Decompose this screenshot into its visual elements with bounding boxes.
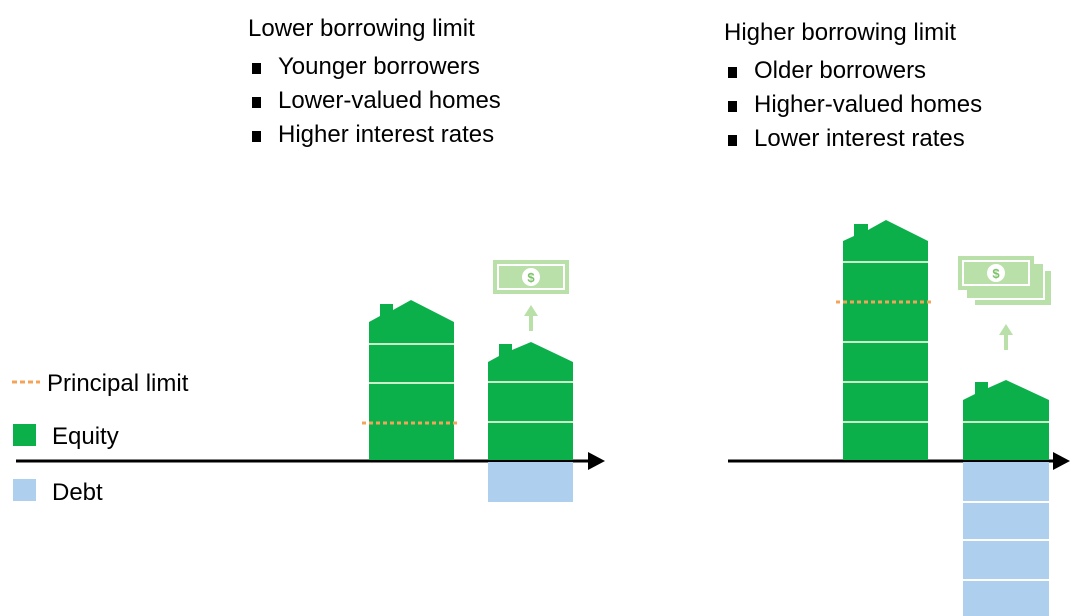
left-panel-bullets: Younger borrowers Lower-valued homes Hig… [248,50,501,152]
right-bullet-lower-interest-rates: Lower interest rates [724,122,982,156]
left-bullet-younger-borrowers: Younger borrowers [248,50,501,84]
left-axis-arrow [16,452,605,470]
equity-legend-label: Equity [52,423,119,450]
right-panel-title: Higher borrowing limit [724,19,957,46]
left-panel-text: Lower borrowing limit Younger borrowers … [248,12,501,152]
left-cash-payout [492,259,570,331]
house-icon [963,380,1049,460]
left-house-before [362,300,458,460]
house-icon [369,300,454,460]
left-house-after [488,342,573,502]
left-panel-title: Lower borrowing limit [248,15,475,42]
house-icon [843,220,928,460]
equity-legend-swatch [13,424,36,446]
left-bullet-higher-interest-rates: Higher interest rates [248,118,501,152]
principal-limit-legend-label: Principal limit [47,370,189,397]
right-panel-bullets: Older borrowers Higher-valued homes Lowe… [724,54,982,156]
right-panel-text: Higher borrowing limit Older borrowers H… [724,16,982,156]
dollar-bill-icon [492,259,570,295]
left-bullet-lower-valued-homes: Lower-valued homes [248,84,501,118]
right-house-after [963,380,1049,616]
right-house-before [836,220,932,460]
house-icon [488,342,573,460]
legend: Principal limit Equity Debt [12,370,189,506]
right-bullet-higher-valued-homes: Higher-valued homes [724,88,982,122]
debt-legend-swatch [13,479,36,501]
debt-block [488,462,573,502]
right-cash-payout [957,255,1053,350]
debt-legend-label: Debt [52,479,103,506]
right-bullet-older-borrowers: Older borrowers [724,54,982,88]
right-axis-arrow [728,452,1070,470]
dollar-bill-icon [957,255,1035,291]
